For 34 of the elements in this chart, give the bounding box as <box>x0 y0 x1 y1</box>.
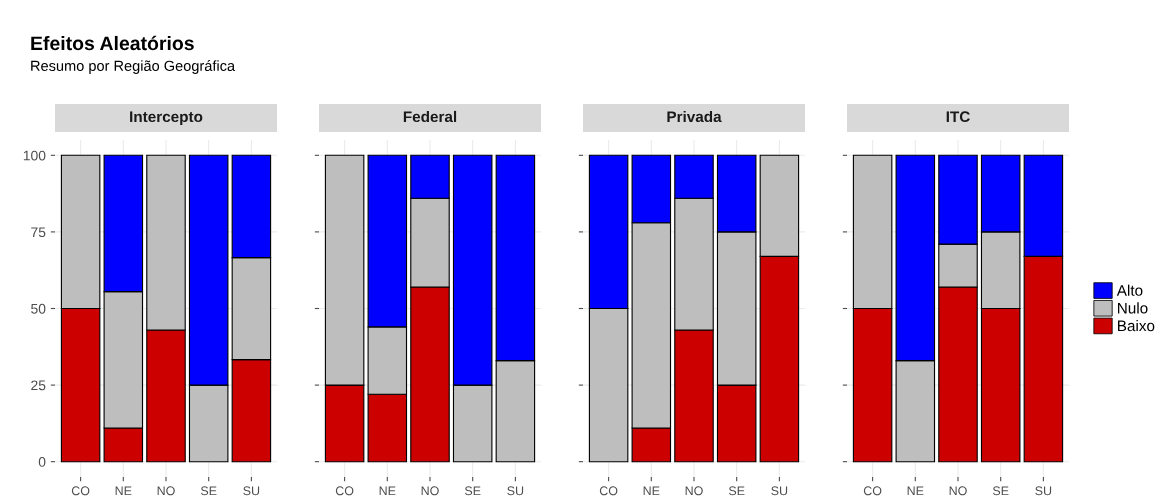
x-tick-label: SU <box>243 486 260 496</box>
legend-label: Nulo <box>1118 302 1148 314</box>
x-tick-label: SU <box>507 486 524 496</box>
x-tick-label: CO <box>599 486 618 496</box>
x-tick-label: CO <box>335 486 354 496</box>
x-tick-label: SE <box>728 486 745 496</box>
x-tick-label: SE <box>992 486 1009 496</box>
x-tick-label: CO <box>71 486 90 496</box>
x-tick-label: NE <box>907 486 924 496</box>
chart-title: Intercepto <box>130 111 203 126</box>
chart-title: Federal <box>403 110 457 123</box>
x-tick-label: NO <box>685 486 703 496</box>
y-tick-label: 100 <box>23 150 46 161</box>
y-tick-label: 25 <box>31 380 46 391</box>
x-tick-label: SU <box>1035 486 1052 496</box>
x-tick-label: NE <box>115 486 132 496</box>
text: Efeitos Aleatórios <box>31 35 194 51</box>
x-tick-label: NO <box>157 486 175 496</box>
y-tick-label: 75 <box>31 227 46 238</box>
chart-title: ITC <box>946 111 970 123</box>
x-tick-label: SU <box>771 486 788 496</box>
x-tick-label: NE <box>379 486 396 496</box>
text: Resumo por Região Geográfica <box>31 60 236 74</box>
x-tick-label: NE <box>643 486 660 496</box>
y-tick-label: 0 <box>38 457 46 467</box>
chart-title: Privada <box>667 110 722 123</box>
x-tick-label: NO <box>949 486 967 496</box>
x-tick-label: SE <box>200 486 217 496</box>
legend-label: Alto <box>1116 284 1143 296</box>
x-tick-label: CO <box>863 486 882 496</box>
x-tick-label: NO <box>421 486 439 496</box>
x-tick-label: SE <box>464 486 481 496</box>
y-tick-label: 50 <box>31 303 46 314</box>
legend-label: Baixo <box>1118 320 1155 332</box>
